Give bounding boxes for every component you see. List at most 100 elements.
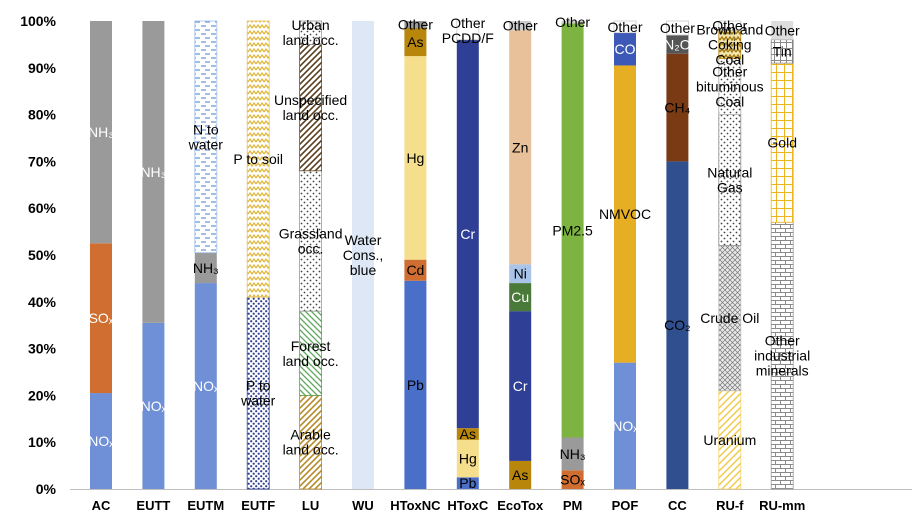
x-tick-label: HToxC [447, 498, 489, 513]
segment-label: NOₓ [141, 398, 167, 414]
y-tick-label: 90% [28, 60, 57, 76]
bar-segment [509, 21, 532, 31]
y-tick-label: 30% [28, 341, 57, 357]
x-tick-label: RU-f [716, 498, 744, 513]
segment-label: Arable land occ. [283, 427, 339, 458]
segment-label: Pb [407, 377, 424, 393]
bar-segment [456, 20, 480, 41]
segment-label: Hg [459, 451, 477, 467]
segment-label: Zn [512, 139, 528, 155]
bar-segment [613, 20, 637, 34]
bar-segment [246, 20, 270, 298]
bar-segment [666, 53, 689, 162]
segment-label: Brown and Coking Coal [696, 21, 763, 67]
segment-label: Water Cons., blue [343, 232, 383, 278]
x-tick-label: EUTF [241, 498, 275, 513]
x-tick-label: EUTM [187, 498, 224, 513]
segment-label: CO [615, 41, 636, 57]
bar-segment [666, 35, 689, 54]
bar-segment [614, 32, 636, 66]
segment-label: P to water [240, 378, 276, 409]
bar-segment [90, 393, 112, 489]
segment-label: Tin [773, 43, 792, 59]
bar-segment [718, 20, 742, 31]
x-tick-label: EUTT [136, 498, 170, 513]
segment-label: Other industrial minerals [754, 333, 810, 379]
y-tick-label: 80% [28, 107, 57, 123]
y-tick-label: 10% [28, 434, 57, 450]
x-tick-label: AC [92, 498, 111, 513]
y-tick-label: 100% [20, 13, 56, 29]
bar-segment [299, 20, 323, 45]
bar-segment [614, 362, 636, 489]
y-tick-label: 60% [28, 200, 57, 216]
segment-label: Hg [406, 150, 424, 166]
segment-label: CO₂ [664, 317, 690, 333]
segment-label: As [512, 467, 528, 483]
segment-label: Other bituminous Coal [696, 64, 764, 110]
x-tick-label: WU [352, 498, 374, 513]
segment-label: Other [765, 22, 800, 38]
bar-segment [509, 311, 532, 461]
x-tick-label: RU-mm [759, 498, 805, 513]
bar-segment [509, 30, 532, 265]
bar-segment [194, 252, 217, 284]
segment-label: Cr [513, 378, 528, 394]
segment-label: Urban land occ. [283, 17, 339, 48]
bar-segment [509, 283, 532, 312]
segment-label: Grassland occ. [279, 225, 343, 256]
segment-label: Other [555, 14, 590, 30]
segment-label: Ni [514, 266, 527, 282]
segment-label: As [407, 34, 423, 50]
bar-segment [509, 264, 532, 284]
x-tick-label: LU [302, 498, 319, 513]
segment-label: Pb [459, 475, 476, 491]
segment-label: Other [503, 18, 538, 34]
y-tick-label: 40% [28, 294, 57, 310]
bar-segment [404, 259, 427, 281]
bar-segment [404, 56, 427, 260]
segment-label: Forest land occ. [283, 338, 339, 369]
segment-label: P to soil [233, 151, 283, 167]
bar-segment [561, 21, 584, 24]
bar-segment [194, 283, 217, 489]
segment-label: NH₃ [193, 260, 219, 276]
bar-segment [509, 460, 532, 489]
segment-label: CH₄ [664, 100, 690, 116]
segment-label: As [460, 426, 476, 442]
bar-segment [142, 322, 165, 489]
bar-segment [456, 477, 479, 489]
segment-label: Other [712, 18, 747, 34]
bar-segment [456, 39, 479, 429]
bar-segment [771, 21, 794, 40]
bar-segment [561, 437, 584, 471]
bar-segment [666, 20, 689, 36]
bar-segment [194, 20, 218, 254]
segment-label: N₂O [664, 36, 691, 52]
bar-segment [561, 23, 584, 438]
segment-label: Other PCDD/F [442, 15, 494, 46]
bar-segment [456, 428, 479, 440]
y-tick-label: 50% [28, 247, 57, 263]
bar-segment [352, 21, 374, 489]
segment-label: NOₓ [612, 418, 638, 434]
bar-segment [142, 21, 165, 323]
bar-segment [404, 28, 427, 57]
segment-label: Cu [511, 289, 529, 305]
bar-segment [90, 21, 112, 244]
segment-label: Gold [767, 135, 797, 151]
bar-segment [614, 65, 636, 363]
x-tick-label: POF [612, 498, 639, 513]
segment-label: N to water [188, 121, 224, 152]
segment-label: NH₃ [560, 446, 586, 462]
segment-label: NMVOC [599, 206, 651, 222]
x-tick-label: CC [668, 498, 687, 513]
bar-segment [561, 470, 584, 489]
bar-segment [666, 161, 689, 489]
x-tick-label: PM [563, 498, 583, 513]
segment-label: Other [660, 20, 695, 36]
segment-label: SOₓ [560, 472, 585, 488]
x-tick-label: EcoTox [497, 498, 544, 513]
segment-label: NOₓ [193, 378, 219, 394]
